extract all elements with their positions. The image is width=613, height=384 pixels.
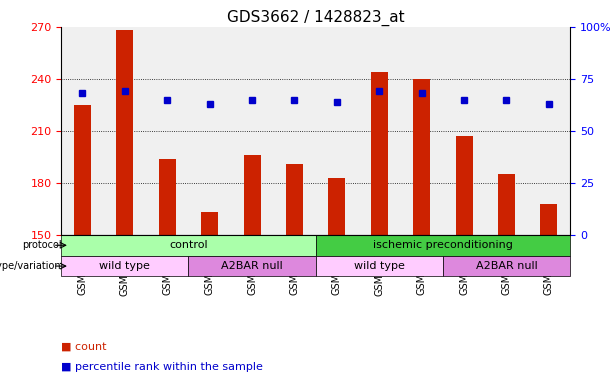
Bar [243,155,261,235]
Text: ischemic preconditioning: ischemic preconditioning [373,240,513,250]
Bar [116,30,134,235]
Bar [329,178,345,235]
Text: ■ percentile rank within the sample: ■ percentile rank within the sample [61,362,263,372]
Bar [455,136,473,235]
Bar [159,159,176,235]
Text: ■ count: ■ count [61,341,107,351]
Title: GDS3662 / 1428823_at: GDS3662 / 1428823_at [227,9,405,25]
FancyBboxPatch shape [443,256,570,276]
FancyBboxPatch shape [61,235,316,256]
Bar [371,72,388,235]
Text: control: control [169,240,208,250]
FancyBboxPatch shape [61,256,189,276]
Bar [286,164,303,235]
Text: wild type: wild type [354,261,405,271]
FancyBboxPatch shape [189,256,316,276]
Bar [498,174,515,235]
FancyBboxPatch shape [316,256,443,276]
Text: protocol: protocol [21,240,61,250]
Text: A2BAR null: A2BAR null [221,261,283,271]
Bar [541,204,557,235]
Bar [74,105,91,235]
Bar [413,79,430,235]
Bar [201,212,218,235]
Text: A2BAR null: A2BAR null [476,261,538,271]
Text: genotype/variation: genotype/variation [0,261,61,271]
FancyBboxPatch shape [316,235,570,256]
Text: wild type: wild type [99,261,150,271]
